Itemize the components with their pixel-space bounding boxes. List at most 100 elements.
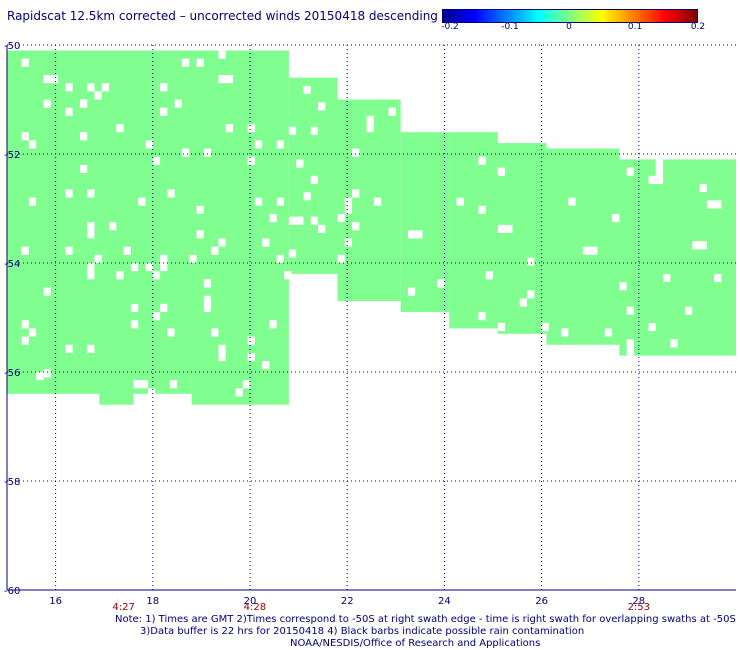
missing-cell [366, 124, 374, 133]
missing-cell [167, 189, 175, 198]
missing-cell [130, 320, 139, 329]
swath-cell [99, 372, 134, 405]
missing-cell [337, 254, 345, 263]
missing-cell [36, 372, 44, 381]
missing-cell [211, 328, 219, 337]
missing-cell [87, 230, 95, 239]
missing-cell [527, 290, 535, 299]
missing-cell [478, 205, 486, 214]
missing-cell [407, 230, 416, 239]
missing-cell [87, 263, 95, 272]
colorbar-tick: 0 [566, 22, 572, 32]
missing-cell [43, 99, 51, 108]
missing-cell [247, 156, 255, 165]
missing-cell [561, 328, 569, 337]
missing-cell [497, 224, 506, 234]
missing-cell [288, 126, 297, 135]
missing-cell [140, 380, 148, 389]
missing-cell [203, 295, 212, 304]
missing-cell [169, 380, 178, 389]
missing-cell [706, 200, 715, 209]
missing-cell [189, 254, 197, 263]
missing-cell [415, 230, 423, 239]
missing-cell [133, 380, 141, 389]
missing-cell [648, 175, 656, 184]
missing-cell [43, 287, 51, 296]
colorbar-tick: -0.1 [501, 22, 519, 32]
missing-cell [388, 107, 396, 116]
missing-cell [296, 159, 304, 168]
missing-cell [21, 246, 29, 255]
missing-cell [160, 303, 168, 313]
note-line: NOAA/NESDIS/Office of Research and Appli… [290, 638, 541, 649]
missing-cell [344, 205, 353, 214]
note-line: 3)Data buffer is 22 hrs for 20150418 4) … [140, 626, 585, 637]
missing-cell [65, 344, 73, 353]
missing-cell [303, 192, 311, 201]
missing-cell [648, 322, 656, 332]
missing-cell [21, 132, 29, 141]
missing-cell [79, 164, 88, 174]
missing-cell [225, 124, 233, 133]
missing-cell [211, 246, 219, 255]
missing-cell [437, 279, 445, 288]
missing-cell [276, 140, 285, 149]
time-label: 2:53 [628, 602, 650, 613]
x-tick-label: 28 [632, 596, 645, 607]
missing-cell [699, 183, 707, 193]
missing-cell [196, 58, 204, 67]
missing-cell [626, 347, 634, 356]
missing-cell [196, 205, 204, 214]
x-tick-label: 16 [49, 596, 62, 607]
missing-cell [116, 271, 124, 280]
missing-cell [692, 241, 700, 250]
missing-cell [582, 246, 591, 255]
time-label: 4:28 [244, 602, 266, 613]
missing-cell [497, 167, 506, 176]
missing-cell [619, 282, 627, 291]
missing-cell [28, 197, 37, 206]
y-tick-label: -56 [4, 368, 20, 379]
missing-cell [145, 263, 153, 272]
missing-cell [28, 140, 37, 149]
missing-cell [94, 91, 102, 100]
missing-cell [116, 124, 124, 133]
missing-cell [373, 197, 382, 206]
missing-cell [203, 148, 212, 157]
missing-cell [247, 336, 255, 345]
missing-cell [337, 213, 345, 223]
missing-cell [655, 159, 664, 168]
missing-cell [152, 312, 161, 321]
missing-cell [109, 222, 117, 231]
missing-cell [65, 107, 73, 116]
missing-cell [101, 83, 110, 92]
swath-cell [619, 159, 678, 356]
missing-cell [138, 197, 146, 206]
missing-cell [160, 107, 168, 116]
missing-cell [318, 102, 326, 111]
y-tick-label: -60 [4, 586, 20, 597]
swath-cell [7, 372, 100, 394]
missing-cell [28, 328, 37, 337]
y-tick-label: -52 [4, 150, 20, 161]
x-tick-label: 24 [438, 596, 451, 607]
missing-cell [485, 271, 493, 280]
missing-cell [147, 388, 156, 397]
missing-cell [663, 273, 671, 283]
note-line: Note: 1) Times are GMT 2)Times correspon… [115, 614, 736, 625]
time-label: 4:27 [112, 602, 134, 613]
missing-cell [225, 74, 233, 84]
missing-cell [352, 189, 360, 198]
missing-cell [43, 369, 51, 378]
missing-cell [310, 126, 319, 135]
missing-cell [79, 132, 88, 141]
y-tick-label: -54 [4, 259, 20, 270]
missing-cell [318, 224, 326, 234]
missing-cell [714, 200, 722, 209]
missing-cell [626, 339, 634, 348]
missing-cell [310, 175, 319, 184]
missing-cell [344, 238, 353, 247]
colorbar [442, 9, 698, 23]
missing-cell [684, 306, 693, 315]
missing-cell [130, 263, 139, 272]
